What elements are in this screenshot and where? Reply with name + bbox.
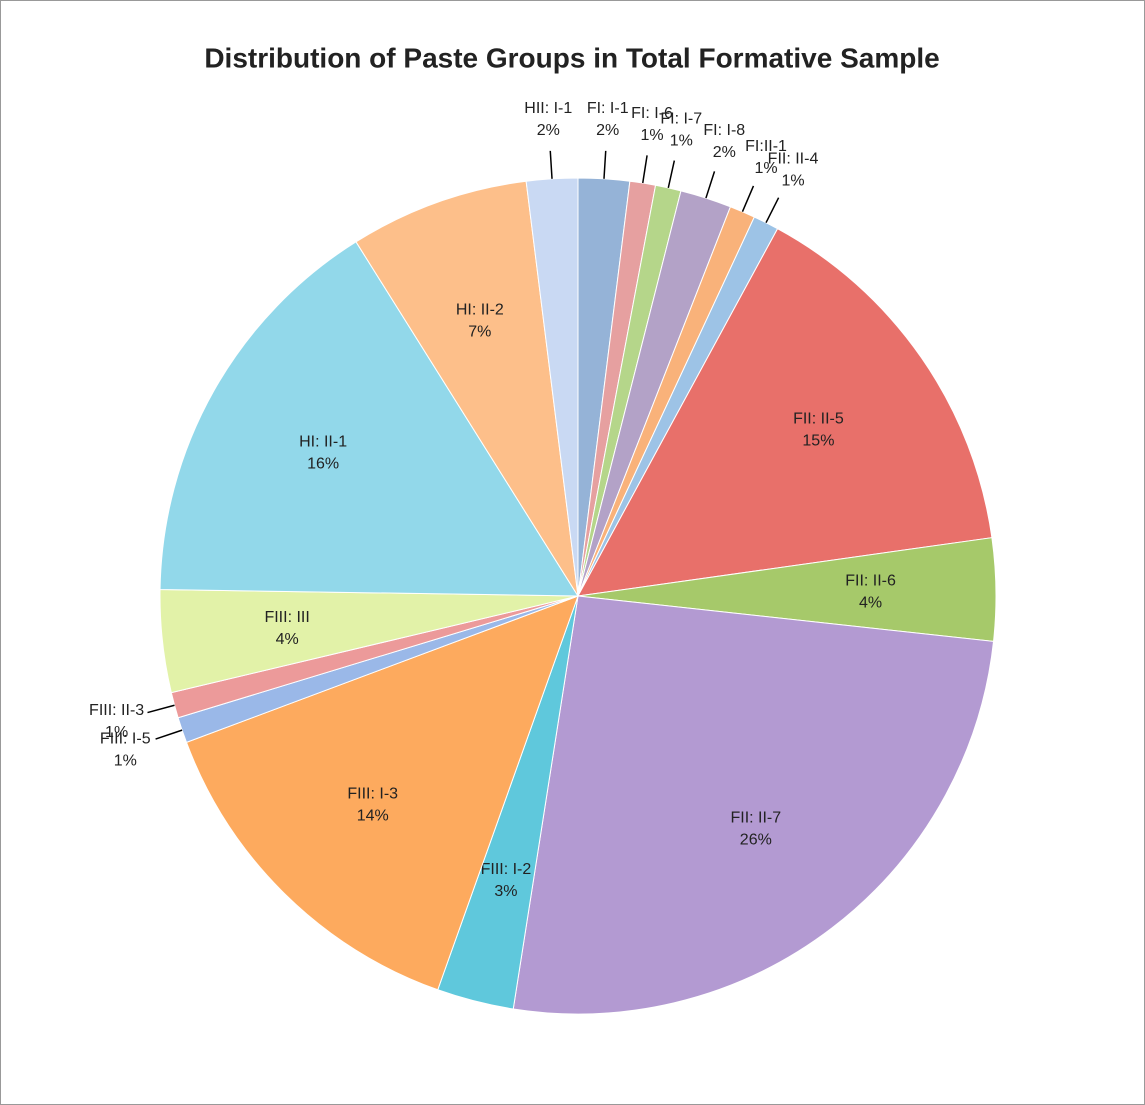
chart-title: Distribution of Paste Groups in Total Fo…: [204, 42, 939, 73]
slice-label: FII: II-4: [768, 150, 819, 167]
pie-slice: [159, 241, 579, 597]
slice-label: FII: II-6: [845, 573, 896, 590]
leader-line: [147, 704, 175, 714]
slice-value-label: 4%: [276, 631, 299, 648]
slice-value-label: 4%: [859, 595, 882, 612]
slice-value-label: 1%: [670, 133, 693, 150]
slice-value-label: 1%: [754, 160, 777, 177]
pie-slice: [577, 228, 993, 597]
leader-line: [549, 150, 553, 179]
slice-value-label: 1%: [781, 172, 804, 189]
slice-label: FIII: I-2: [481, 861, 532, 878]
slice-label: FII: II-5: [793, 410, 844, 427]
slice-value-label: 16%: [307, 456, 339, 473]
leader-line: [765, 197, 780, 224]
slice-label: FIII: I-5: [100, 731, 151, 748]
slice-label: FIII: II-3: [89, 702, 144, 719]
slice-label: FII: II-7: [730, 810, 781, 827]
slice-value-label: 15%: [802, 432, 834, 449]
slice-value-label: 7%: [468, 324, 491, 341]
slice-label: FI:II-1: [745, 138, 787, 155]
slice-label: FI: I-8: [703, 122, 745, 139]
leader-line: [741, 185, 755, 213]
pie-slice: [185, 595, 579, 991]
slice-label: HI: II-2: [456, 302, 504, 319]
slice-value-label: 1%: [640, 127, 663, 144]
slice-label: FI: I-6: [631, 105, 673, 122]
slice-value-label: 14%: [357, 808, 389, 825]
slice-value-label: 2%: [537, 122, 560, 139]
slice-label: FIII: III: [264, 609, 309, 626]
leader-line: [603, 150, 607, 179]
leader-line: [642, 155, 648, 184]
slice-value-label: 26%: [740, 832, 772, 849]
slice-value-label: 1%: [114, 753, 137, 770]
slice-label: FI: I-7: [660, 111, 702, 128]
leader-line: [155, 729, 183, 740]
slice-label: FIII: I-3: [347, 786, 398, 803]
slice-value-label: 2%: [596, 122, 619, 139]
slice-label: HII: I-1: [524, 100, 572, 117]
slice-value-label: 1%: [105, 724, 128, 741]
pie-slice: [512, 595, 995, 1015]
leader-line: [667, 160, 676, 189]
slice-label: HI: II-1: [299, 434, 347, 451]
slice-value-label: 2%: [713, 144, 736, 161]
leader-line: [705, 171, 716, 199]
pie-slice: [355, 180, 579, 597]
slice-value-label: 3%: [494, 883, 517, 900]
slice-label: FI: I-1: [587, 100, 629, 117]
